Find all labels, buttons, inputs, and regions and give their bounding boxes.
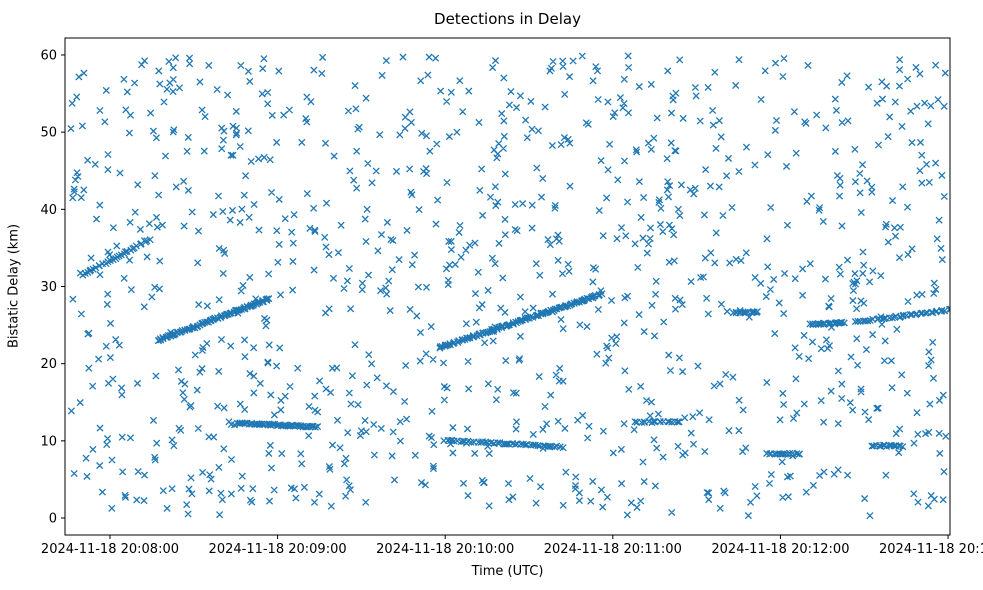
x-tick-label: 2024-11-18 20:12:00: [711, 542, 849, 557]
scatter-points: [67, 52, 950, 520]
y-tick-label: 0: [49, 512, 57, 527]
x-tick-label: 2024-11-18 20:08:00: [41, 542, 179, 557]
y-axis-label: Bistatic Delay (km): [6, 223, 22, 349]
x-tick-label: 2024-11-18 20:13:00: [879, 542, 983, 557]
y-tick-label: 60: [40, 48, 57, 63]
y-tick-label: 50: [40, 126, 57, 141]
x-axis-label: Time (UTC): [471, 564, 544, 579]
chart-title: Detections in Delay: [434, 10, 581, 28]
y-tick-label: 20: [40, 357, 57, 372]
x-tick-label: 2024-11-18 20:11:00: [544, 542, 682, 557]
y-tick-label: 30: [40, 280, 57, 295]
y-tick-label: 40: [40, 203, 57, 218]
axes-frame: [64, 37, 951, 536]
x-tick-label: 2024-11-18 20:10:00: [376, 542, 514, 557]
y-tick-label: 10: [40, 434, 57, 449]
x-tick-label: 2024-11-18 20:09:00: [209, 542, 347, 557]
